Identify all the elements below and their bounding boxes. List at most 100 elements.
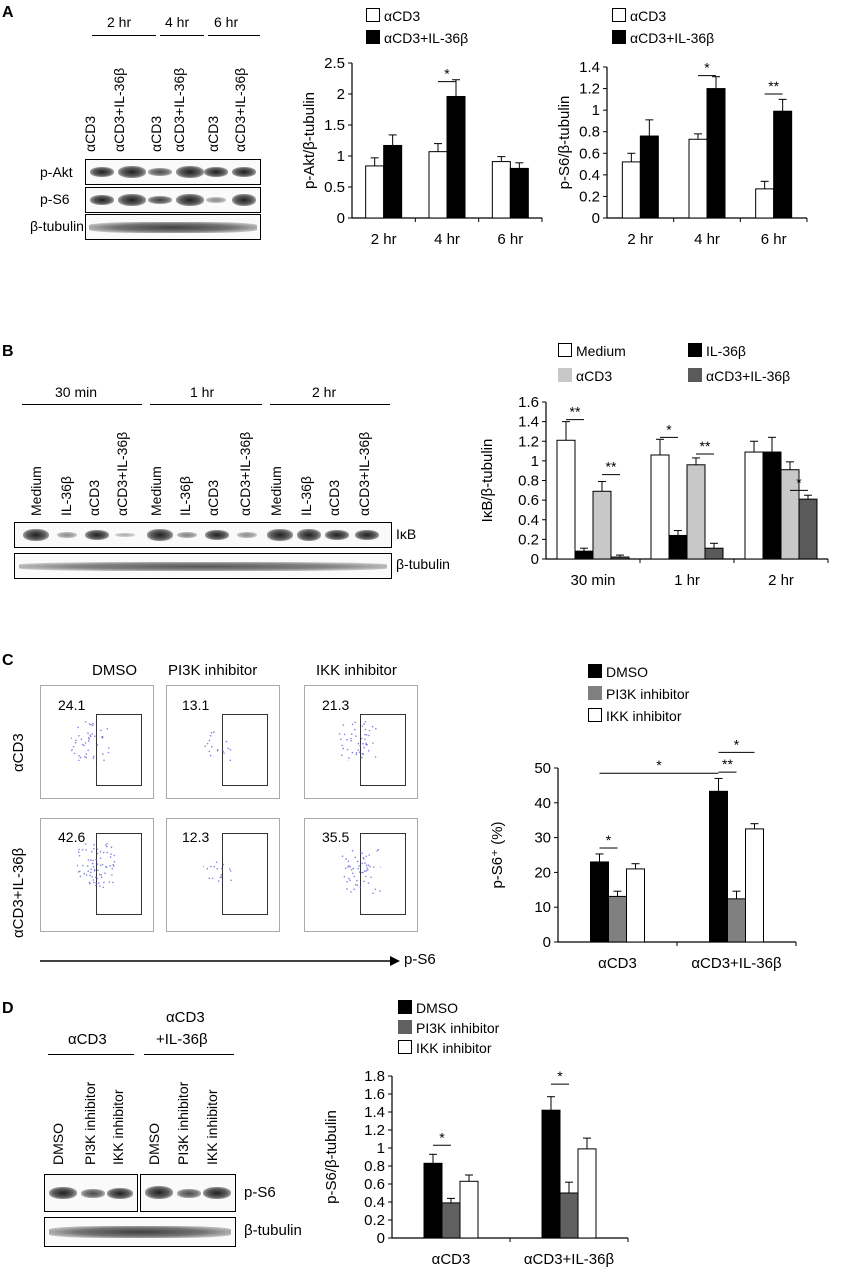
bar: [755, 188, 775, 219]
blot-b-row-tubulin: β-tubulin: [396, 556, 450, 572]
x-tick-label: 4 hr: [434, 231, 460, 248]
flow-event-dot: [107, 747, 110, 749]
bar: [650, 454, 670, 560]
flow-event-dot: [368, 729, 371, 732]
y-tick-label: 0.8: [364, 1158, 385, 1175]
y-tick-label: 0: [377, 1230, 385, 1247]
flow-event-dot: [110, 846, 113, 848]
flow-event-dot: [113, 861, 116, 863]
flow-event-dot: [365, 742, 367, 745]
flow-event-dot: [343, 875, 346, 878]
flow-event-dot: [91, 733, 94, 735]
blot-b-lane-1: Medium: [28, 466, 44, 516]
y-tick-label: 50: [534, 760, 551, 777]
flow-event-dot: [91, 862, 94, 865]
y-tick-label: 40: [534, 795, 551, 812]
x-tick-label: 2 hr: [371, 231, 397, 248]
flow-event-dot: [78, 735, 80, 737]
blot-a-strip-tubulin: [85, 214, 261, 240]
flow-plot-acd3-pi3k: [166, 685, 280, 799]
flow-event-dot: [229, 748, 232, 751]
flow-event-dot: [90, 723, 92, 726]
flow-event-dot: [364, 870, 366, 872]
chart-c-legend-3: IKK inhibitor: [588, 708, 681, 724]
y-tick-label: 0.2: [579, 188, 600, 205]
flow-event-dot: [365, 734, 368, 736]
flow-event-dot: [90, 868, 92, 871]
bar: [491, 161, 511, 219]
flow-event-dot: [215, 861, 218, 864]
bar: [704, 547, 724, 560]
y-tick-label: 1: [337, 148, 345, 165]
flow-event-dot: [341, 744, 343, 747]
blot-a-lane-2: αCD3+IL-36β: [111, 67, 127, 152]
bar: [459, 1180, 479, 1239]
significance-marker: *: [439, 1129, 445, 1145]
flow-event-dot: [227, 747, 229, 750]
blot-a-time-2hr: 2 hr: [107, 14, 132, 30]
flow-event-dot: [350, 733, 353, 735]
flow-event-dot: [203, 865, 204, 868]
y-tick-label: 1.8: [364, 1068, 385, 1085]
bar: [668, 534, 688, 560]
bar: [688, 138, 708, 219]
flow-event-dot: [98, 873, 101, 876]
x-tick-label: αCD3+IL-36β: [524, 1251, 615, 1268]
flow-event-dot: [88, 738, 90, 740]
blot-b-bracket-30min: [22, 404, 142, 405]
flow-event-dot: [349, 879, 351, 882]
chart-a1-legend-2: αCD3+IL-36β: [366, 30, 468, 46]
flow-event-dot: [84, 755, 86, 758]
y-tick-label: 1.6: [364, 1086, 385, 1103]
flow-event-dot: [111, 874, 113, 876]
chart-d-legend-3: IKK inhibitor: [398, 1040, 491, 1056]
blot-a-row-tubulin: β-tubulin: [30, 218, 84, 234]
blot-d-lane-2: PI3K inhibitor: [82, 1081, 98, 1165]
flow-event-dot: [364, 733, 366, 736]
blot-b-lane-11: αCD3: [326, 479, 342, 516]
blot-b-lane-7: αCD3: [205, 479, 221, 516]
flow-event-dot: [219, 876, 222, 879]
flow-event-dot: [362, 871, 364, 874]
blot-d-lane-4: DMSO: [146, 1123, 162, 1165]
flow-event-dot: [89, 734, 92, 736]
flow-event-dot: [380, 866, 381, 868]
flow-event-dot: [361, 852, 363, 855]
flow-row-acd3: αCD3: [10, 733, 27, 772]
flow-event-dot: [95, 860, 98, 862]
blot-a-bracket-4hr: [160, 35, 204, 36]
flow-event-dot: [341, 855, 344, 857]
flow-event-dot: [97, 882, 100, 884]
flow-event-dot: [206, 742, 209, 745]
flow-event-dot: [85, 849, 87, 851]
flow-col-ikk: IKK inhibitor: [316, 662, 397, 679]
y-tick-label: 1.5: [324, 117, 345, 134]
significance-marker: *: [656, 757, 662, 773]
flow-event-dot: [363, 880, 365, 883]
y-tick-label: 30: [534, 830, 551, 847]
y-tick-label: 2: [337, 86, 345, 103]
flow-event-dot: [367, 750, 370, 752]
flow-event-dot: [375, 727, 377, 730]
flow-event-dot: [78, 848, 80, 851]
flow-event-dot: [216, 749, 219, 751]
flow-event-dot: [87, 859, 90, 861]
blot-b-time-30min: 30 min: [55, 384, 98, 400]
blot-b-lane-2: IL-36β: [58, 476, 74, 516]
flow-plot-acd3-ikk: [304, 685, 418, 799]
blot-d-lane-1: DMSO: [50, 1123, 66, 1165]
flow-event-dot: [374, 888, 377, 891]
flow-event-dot: [365, 875, 367, 878]
flow-event-dot: [87, 870, 89, 872]
flow-pct-il36b-pi3k: 12.3: [182, 829, 210, 845]
blot-d-bracket-acd3: [48, 1054, 134, 1055]
x-tick-label: 30 min: [570, 572, 615, 589]
flow-event-dot: [106, 851, 108, 854]
flow-event-dot: [102, 753, 104, 755]
flow-x-arrow: [40, 956, 400, 966]
flow-event-dot: [355, 735, 357, 737]
x-tick-label: αCD3+IL-36β: [691, 955, 782, 972]
flow-event-dot: [350, 739, 352, 742]
blot-b-strip-ikb: [14, 522, 392, 548]
y-tick-label: 0: [543, 934, 551, 951]
